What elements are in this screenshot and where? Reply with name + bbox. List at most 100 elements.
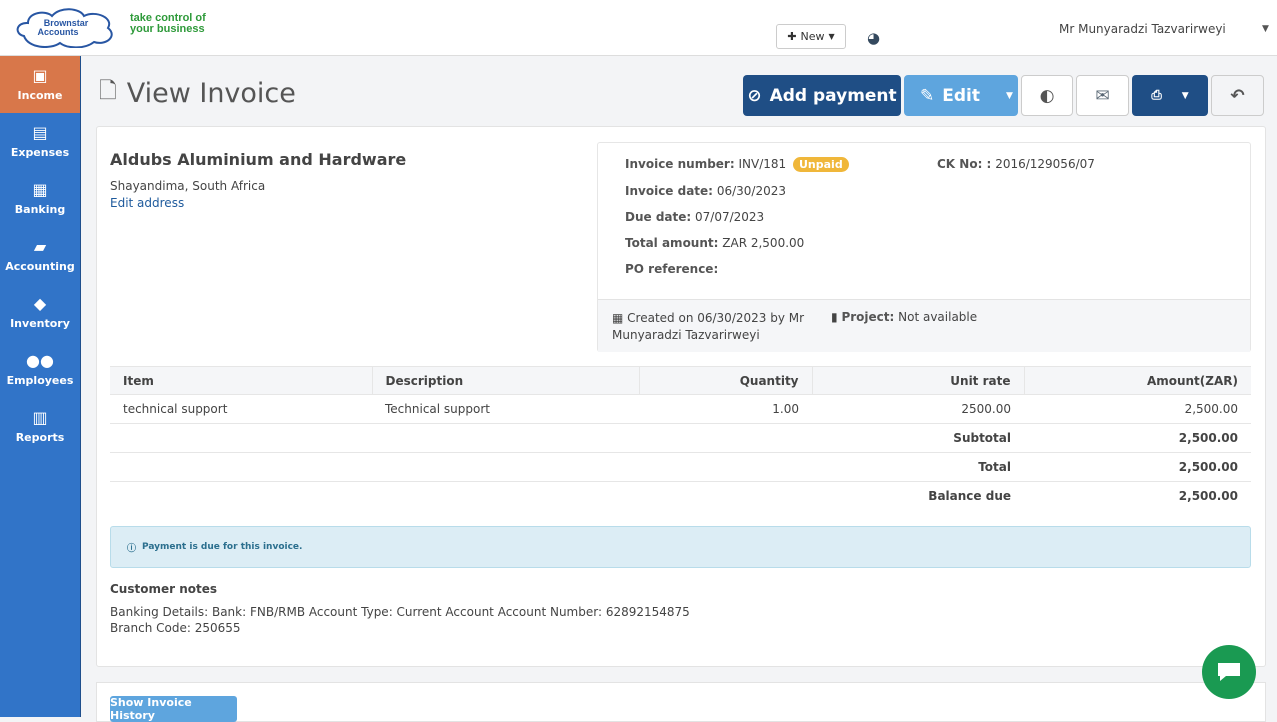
alert-text: Payment is due for this invoice. (142, 542, 303, 552)
balance-row: Balance due 2,500.00 (110, 482, 1251, 511)
svg-text:Accounts: Accounts (37, 27, 78, 37)
add-payment-button[interactable]: ⊘ Add payment (743, 75, 901, 116)
tagline-line-1: take control of (130, 12, 206, 24)
print-button[interactable]: ⎙ ▼ (1132, 75, 1208, 116)
bar-chart-icon: ▥ (32, 407, 48, 427)
column-header: Amount(ZAR) (1024, 366, 1251, 395)
label: Due date: (625, 210, 692, 224)
total-amount: ZAR 2,500.00 (722, 236, 805, 250)
edit-label: Edit (942, 85, 980, 106)
label: Invoice number: (625, 157, 735, 171)
back-button[interactable]: ↶ (1211, 75, 1264, 116)
due-date-row: Due date: 07/07/2023 (625, 210, 764, 224)
sidebar-item-reports[interactable]: ▥ Reports (0, 398, 80, 455)
tags-icon: ◆ (33, 293, 47, 313)
invoice-number-row: Invoice number: INV/181 Unpaid (625, 157, 849, 172)
new-button[interactable]: ✚ New ▼ (776, 24, 846, 49)
envelope-icon: ✉ (1095, 85, 1110, 106)
sidebar-item-banking[interactable]: ▦ Banking (0, 170, 80, 227)
check-circle-icon: ⊘ (747, 85, 762, 106)
sidebar-item-income[interactable]: ▣ Income (0, 56, 80, 113)
show-invoice-history-button[interactable]: Show Invoice History (110, 696, 237, 722)
customer-address: Shayandima, South Africa (110, 179, 266, 193)
credit-card-icon: ▤ (32, 122, 48, 142)
invoice-number: INV/181 (738, 157, 787, 171)
status-badge: Unpaid (792, 157, 849, 172)
sidebar-label: Expenses (10, 145, 70, 159)
dashboard-gauge-icon[interactable]: ◕ (867, 29, 881, 47)
unit-rate-cell: 2500.00 (812, 394, 1024, 424)
chat-bubble-icon (1218, 663, 1240, 681)
edit-address-link[interactable]: Edit address (110, 196, 185, 210)
new-label: New (800, 30, 825, 43)
ck-row: CK No: : 2016/129056/07 (937, 157, 1095, 171)
sidebar-item-inventory[interactable]: ◆ Inventory (0, 284, 80, 341)
label: PO reference: (625, 262, 719, 276)
edit-button[interactable]: ✎ Edit ▼ (904, 75, 1018, 116)
top-header: Brownstar Accounts take control of your bu… (0, 0, 1277, 56)
sidebar: ▣ Income ▤ Expenses ▦ Banking ▰ Accounting ◆… (0, 56, 81, 717)
users-icon: ●● (26, 350, 54, 370)
caret-down-icon[interactable]: ▼ (1006, 90, 1013, 101)
user-menu[interactable]: Mr Munyaradzi Tazvarirweyi (1059, 22, 1226, 36)
line-items-table: Item Description Quantity Unit rate Amou… (110, 366, 1251, 511)
building-icon: ▦ (32, 179, 48, 199)
chat-widget-button[interactable] (1202, 645, 1256, 699)
total-label: Total (978, 460, 1011, 474)
briefcase-icon: ▮ (831, 310, 838, 324)
amount-cell: 2,500.00 (1024, 394, 1251, 424)
column-header: Description (372, 366, 640, 395)
item-cell: technical support (110, 394, 372, 424)
created-text: Created on 06/30/2023 by Mr Munyaradzi T… (612, 311, 805, 342)
email-button[interactable]: ✉ (1076, 75, 1129, 116)
subtotal-label: Subtotal (953, 431, 1011, 445)
subtotal-row: Subtotal 2,500.00 (110, 423, 1251, 453)
sidebar-label: Income (17, 88, 63, 102)
money-icon: ▣ (32, 65, 48, 85)
caret-down-icon[interactable]: ▼ (1262, 24, 1269, 34)
book-icon: ▰ (33, 236, 47, 256)
page-title: 🗋 View Invoice (99, 74, 296, 112)
tagline-line-2: your business (130, 23, 205, 35)
label: CK No: : (937, 157, 992, 171)
table-header-row: Item Description Quantity Unit rate Amou… (110, 366, 1251, 395)
ck-number: 2016/129056/07 (995, 157, 1095, 171)
calendar-icon: ▦ (612, 311, 624, 325)
caret-down-icon[interactable]: ▼ (1181, 90, 1189, 101)
sidebar-label: Employees (6, 373, 74, 387)
sidebar-label: Reports (15, 430, 65, 444)
subtotal-value: 2,500.00 (1178, 431, 1238, 445)
sidebar-item-employees[interactable]: ●● Employees (0, 341, 80, 398)
label: Project: (841, 310, 895, 324)
customer-notes-body: Banking Details: Bank: FNB/RMB Account T… (110, 605, 690, 635)
svg-text:Brownstar: Brownstar (44, 18, 89, 28)
label: Invoice date: (625, 184, 713, 198)
invoice-meta-footer: ▦ Created on 06/30/2023 by Mr Munyaradzi… (598, 299, 1250, 352)
sidebar-item-expenses[interactable]: ▤ Expenses (0, 113, 80, 170)
sidebar-label: Accounting (5, 259, 75, 273)
file-icon: 🗋 (99, 79, 117, 104)
info-icon: ⓘ (127, 543, 137, 554)
invoice-date-row: Invoice date: 06/30/2023 (625, 184, 786, 198)
page-title-text: View Invoice (126, 77, 296, 109)
invoice-card: Aldubs Aluminium and Hardware Shayandima… (96, 126, 1266, 667)
invoice-info-panel: Invoice number: INV/181 Unpaid CK No: : … (597, 142, 1251, 352)
balance-label: Balance due (928, 489, 1011, 504)
created-info: ▦ Created on 06/30/2023 by Mr Munyaradzi… (612, 310, 812, 344)
column-header: Quantity (639, 366, 813, 395)
tagline: take control of your business (130, 13, 206, 35)
invoice-date: 06/30/2023 (716, 184, 786, 198)
label: Total amount: (625, 236, 719, 250)
balance-value: 2,500.00 (1178, 489, 1238, 504)
sidebar-label: Banking (14, 202, 66, 216)
table-row: technical support Technical support 1.00… (110, 394, 1251, 424)
project-info: ▮ Project: Not available (831, 310, 977, 324)
add-payment-label: Add payment (769, 85, 897, 106)
toggle-contrast-button[interactable]: ◐ (1021, 75, 1073, 116)
history-card: Show Invoice History (96, 682, 1266, 722)
sidebar-item-accounting[interactable]: ▰ Accounting (0, 227, 80, 284)
edit-icon: ✎ (920, 85, 935, 106)
po-reference-row: PO reference: (625, 262, 718, 276)
quantity-cell: 1.00 (639, 394, 812, 424)
